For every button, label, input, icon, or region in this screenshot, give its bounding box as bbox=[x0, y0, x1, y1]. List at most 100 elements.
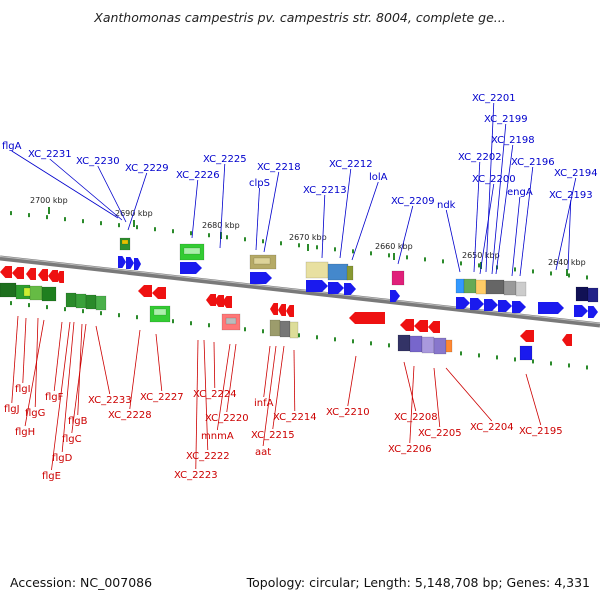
gene-label[interactable]: XC_2231 bbox=[28, 149, 72, 160]
feature-block[interactable] bbox=[269, 319, 281, 337]
gene-label[interactable]: clpS bbox=[249, 178, 270, 189]
feature-block[interactable] bbox=[29, 285, 43, 301]
gene-label[interactable]: flgC bbox=[62, 434, 82, 445]
reverse-gene-arrow[interactable] bbox=[56, 271, 64, 283]
gene-label[interactable]: XC_2227 bbox=[140, 392, 184, 403]
gene-label[interactable]: XC_2226 bbox=[176, 170, 220, 181]
forward-gene-arrow[interactable] bbox=[390, 290, 400, 302]
reverse-gene-arrow[interactable] bbox=[428, 321, 440, 333]
gene-label[interactable]: XC_2201 bbox=[472, 93, 516, 104]
gene-label[interactable]: XC_2193 bbox=[549, 190, 593, 201]
feature-block[interactable] bbox=[289, 321, 299, 339]
feature-block[interactable] bbox=[121, 239, 129, 245]
gene-label[interactable]: XC_2195 bbox=[519, 426, 563, 437]
feature-block[interactable] bbox=[409, 335, 423, 353]
gene-label[interactable]: XC_2233 bbox=[88, 395, 132, 406]
forward-gene-arrow[interactable] bbox=[118, 256, 126, 268]
forward-gene-arrow[interactable] bbox=[538, 302, 564, 314]
gene-label[interactable]: mnmA bbox=[201, 431, 234, 442]
forward-gene-arrow[interactable] bbox=[180, 262, 202, 274]
gene-label[interactable]: flgH bbox=[15, 427, 35, 438]
forward-gene-arrow[interactable] bbox=[470, 298, 484, 310]
gene-label[interactable]: XC_2224 bbox=[193, 389, 237, 400]
gene-label[interactable]: XC_2215 bbox=[251, 430, 295, 441]
gene-label-layer[interactable]: flgA XC_2231 XC_2230 XC_2229 XC_2226 XC_2225c… bbox=[2, 93, 598, 482]
forward-gene-arrow[interactable] bbox=[134, 258, 141, 270]
forward-gene-arrow[interactable] bbox=[344, 283, 356, 295]
feature-block[interactable] bbox=[253, 257, 271, 265]
feature-block[interactable] bbox=[65, 292, 77, 308]
feature-block[interactable] bbox=[433, 337, 447, 355]
reverse-gene-arrow[interactable] bbox=[349, 312, 385, 324]
gene-label[interactable]: XC_2199 bbox=[484, 114, 528, 125]
feature-block[interactable] bbox=[587, 287, 599, 303]
feature-block[interactable] bbox=[0, 282, 17, 298]
feature-block[interactable] bbox=[463, 278, 477, 294]
forward-gene-arrow[interactable] bbox=[456, 297, 470, 309]
forward-gene-arrow[interactable] bbox=[250, 272, 272, 284]
gene-label[interactable]: flgI bbox=[15, 384, 31, 395]
forward-gene-arrow[interactable] bbox=[498, 300, 512, 312]
reverse-gene-arrow[interactable] bbox=[400, 319, 414, 331]
gene-label[interactable]: flgF bbox=[45, 392, 64, 403]
feature-block[interactable] bbox=[75, 293, 87, 309]
gene-label[interactable]: flgG bbox=[25, 408, 45, 419]
gene-label[interactable]: flgD bbox=[52, 453, 73, 464]
gene-label[interactable]: XC_2209 bbox=[391, 196, 435, 207]
gene-label[interactable]: XC_2202 bbox=[458, 152, 502, 163]
feature-block[interactable] bbox=[485, 279, 505, 295]
gene-label[interactable]: XC_2218 bbox=[257, 162, 301, 173]
gene-label[interactable]: XC_2214 bbox=[273, 412, 317, 423]
gene-label[interactable]: infA bbox=[254, 398, 274, 409]
feature-block[interactable] bbox=[455, 278, 465, 294]
reverse-gene-arrow[interactable] bbox=[0, 266, 12, 278]
forward-gene-arrow[interactable] bbox=[512, 301, 526, 313]
reverse-gene-arrow[interactable] bbox=[222, 296, 232, 308]
reverse-gene-arrow[interactable] bbox=[12, 267, 24, 279]
feature-block[interactable] bbox=[41, 286, 57, 302]
reverse-gene-arrow[interactable] bbox=[286, 305, 294, 317]
gene-label[interactable]: flgB bbox=[68, 416, 88, 427]
reverse-gene-arrow[interactable] bbox=[270, 303, 278, 315]
gene-label[interactable]: XC_2230 bbox=[76, 156, 120, 167]
reverse-gene-arrow[interactable] bbox=[38, 269, 48, 281]
reverse-gene-arrow[interactable] bbox=[48, 270, 58, 282]
forward-gene-arrow[interactable] bbox=[588, 306, 598, 318]
feature-block[interactable] bbox=[445, 339, 453, 353]
feature-block[interactable] bbox=[421, 336, 435, 354]
feature-block[interactable] bbox=[475, 279, 487, 295]
feature-block[interactable] bbox=[503, 280, 517, 296]
reverse-gene-arrow[interactable] bbox=[278, 304, 286, 316]
forward-gene-arrow[interactable] bbox=[574, 305, 588, 317]
feature-block[interactable] bbox=[85, 294, 97, 310]
forward-gene-arrow[interactable] bbox=[306, 280, 328, 292]
forward-gene-arrow[interactable] bbox=[126, 257, 134, 269]
feature-block[interactable] bbox=[153, 308, 167, 316]
gene-label[interactable]: flgJ bbox=[4, 404, 20, 415]
feature-block[interactable] bbox=[391, 270, 405, 286]
reverse-gene-arrow[interactable] bbox=[152, 287, 166, 299]
feature-block[interactable] bbox=[327, 263, 349, 281]
gene-label[interactable]: XC_2205 bbox=[418, 428, 462, 439]
gene-label[interactable]: XC_2229 bbox=[125, 163, 169, 174]
reverse-gene-arrow[interactable] bbox=[206, 294, 216, 306]
gene-label[interactable]: XC_2213 bbox=[303, 185, 347, 196]
feature-layer[interactable] bbox=[0, 237, 599, 361]
gene-label[interactable]: XC_2220 bbox=[205, 413, 249, 424]
gene-label[interactable]: XC_2204 bbox=[470, 422, 514, 433]
gene-label[interactable]: XC_2198 bbox=[491, 135, 535, 146]
gene-label[interactable]: XC_2206 bbox=[388, 444, 432, 455]
feature-block[interactable] bbox=[575, 286, 589, 302]
feature-block[interactable] bbox=[183, 247, 201, 255]
feature-block[interactable] bbox=[519, 345, 533, 361]
gene-label[interactable]: XC_2208 bbox=[394, 412, 438, 423]
reverse-gene-arrow[interactable] bbox=[520, 330, 534, 342]
gene-label[interactable]: XC_2223 bbox=[174, 470, 218, 481]
gene-label[interactable]: flgE bbox=[42, 471, 61, 482]
gene-label[interactable]: engA bbox=[507, 187, 533, 198]
gene-label[interactable]: XC_2196 bbox=[511, 157, 555, 168]
reverse-gene-arrow[interactable] bbox=[414, 320, 428, 332]
reverse-gene-arrow[interactable] bbox=[138, 285, 152, 297]
reverse-gene-arrow[interactable] bbox=[562, 334, 572, 346]
feature-block[interactable] bbox=[95, 295, 107, 311]
